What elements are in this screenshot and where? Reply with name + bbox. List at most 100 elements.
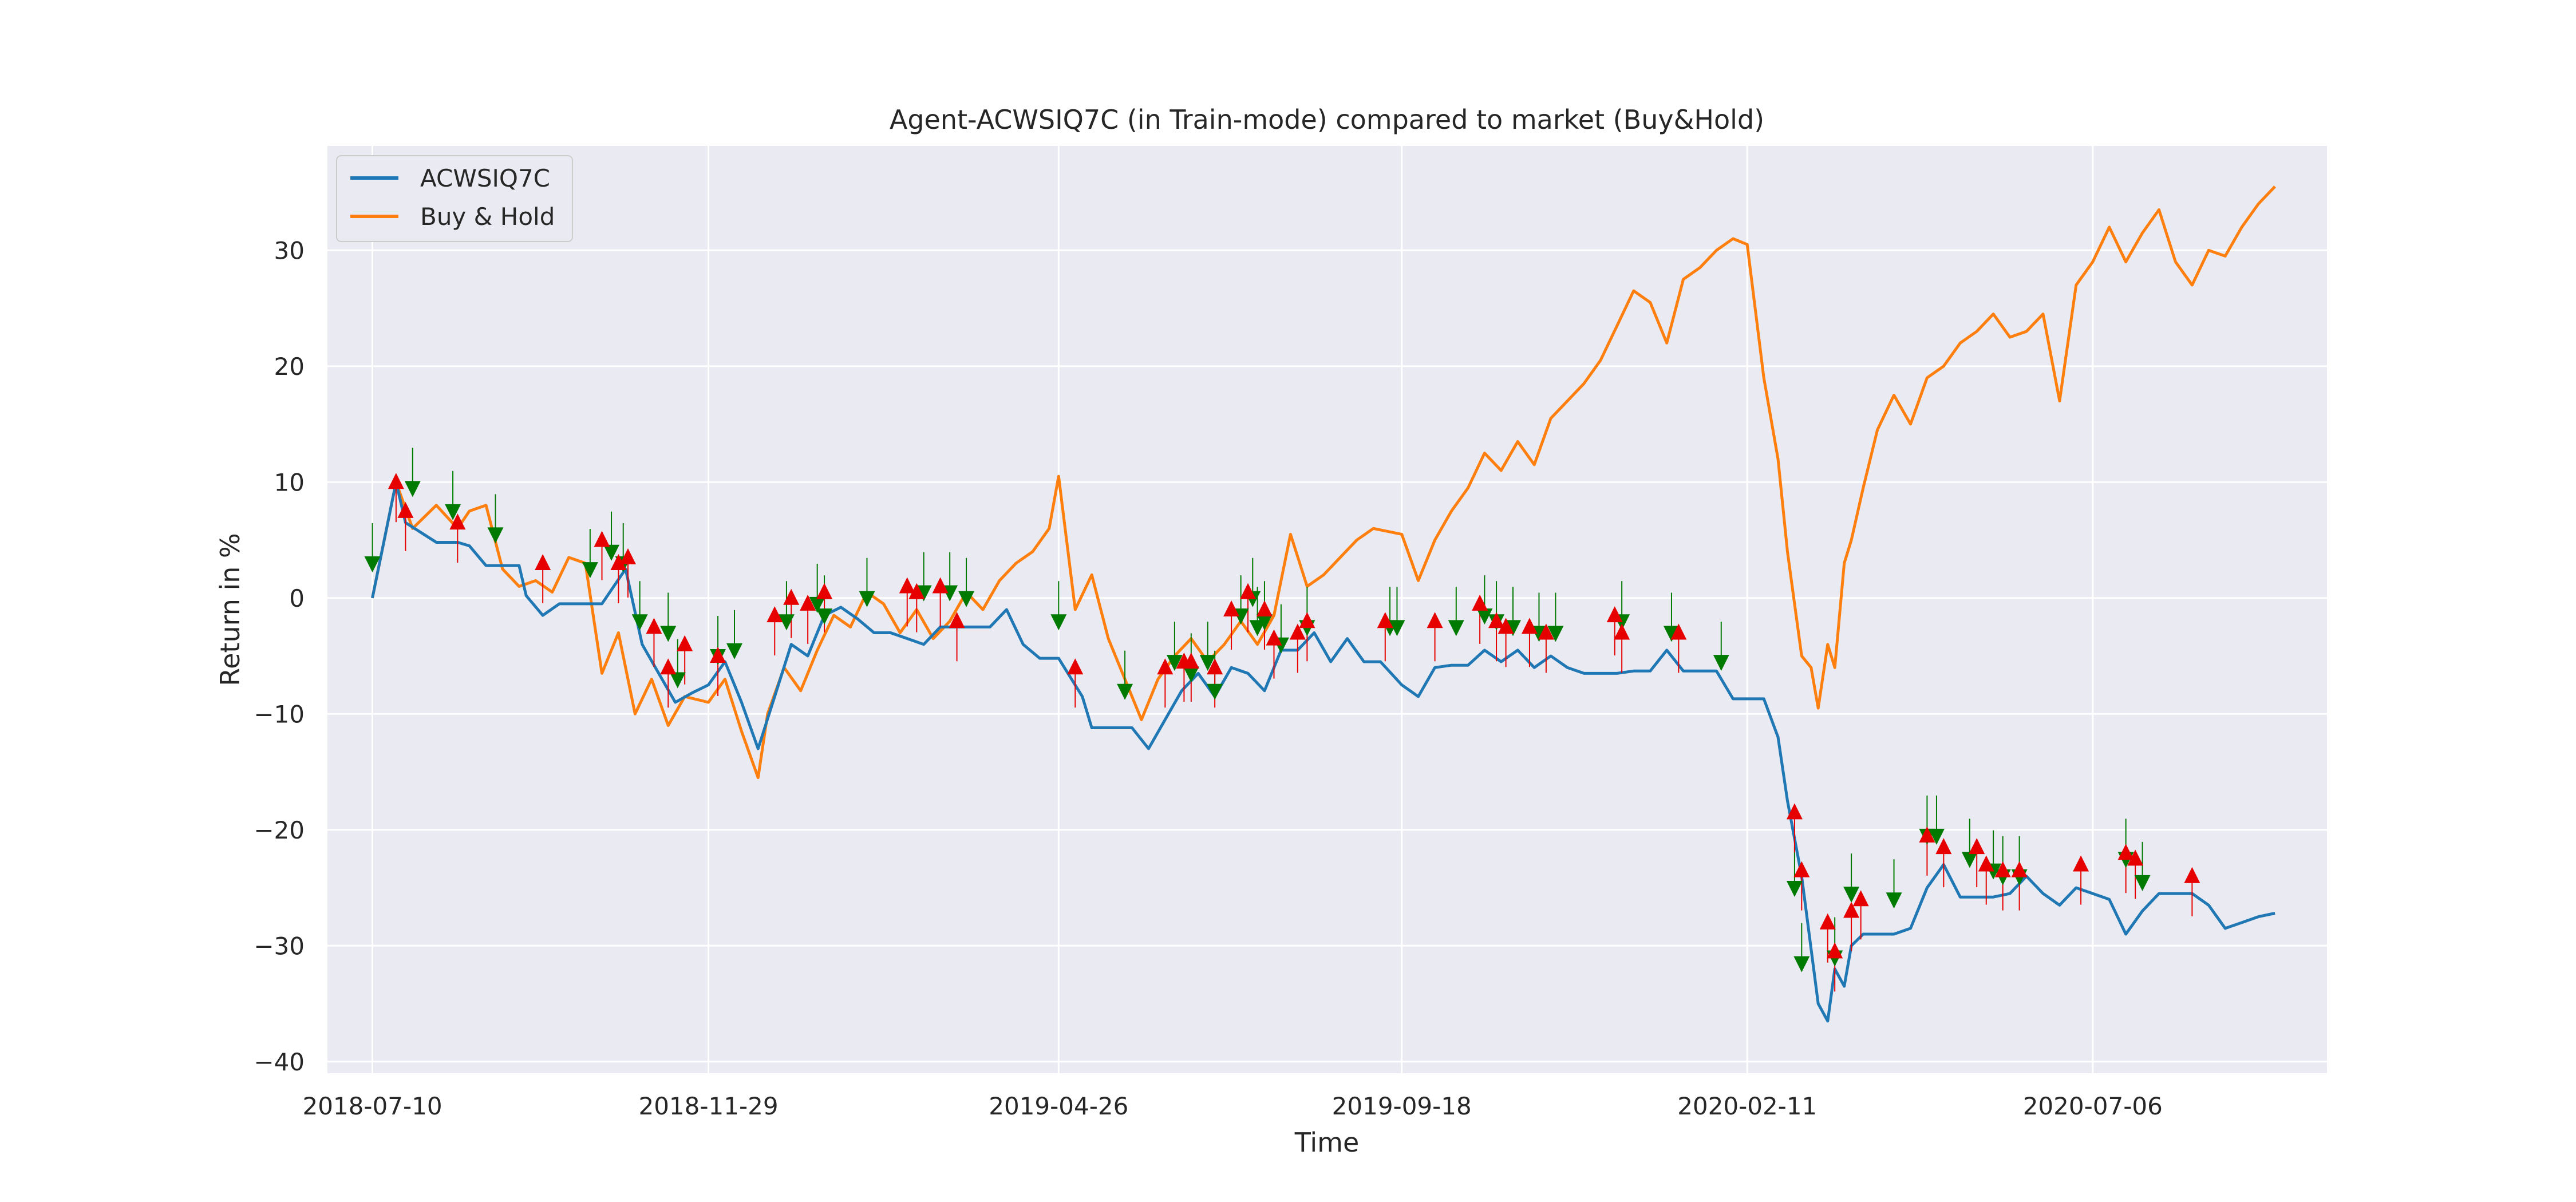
sell-marker: [1207, 683, 1223, 700]
plot-background: [327, 146, 2327, 1073]
buy-marker: [1498, 618, 1514, 634]
sell-marker: [1961, 852, 1978, 868]
buy-marker: [2011, 861, 2028, 877]
buy-marker: [2117, 844, 2134, 860]
sell-marker: [1793, 956, 1810, 972]
sell-marker: [1547, 626, 1564, 642]
buy-marker: [1240, 583, 1257, 599]
buy-marker: [594, 531, 610, 547]
sell-marker: [631, 614, 648, 631]
buy-marker: [1852, 890, 1869, 907]
buy-marker: [1207, 658, 1223, 675]
buy-marker: [1978, 855, 1994, 872]
buy-marker: [535, 554, 551, 570]
sell-marker: [445, 504, 461, 520]
legend-label-agent: ACWSIQ7C: [420, 164, 550, 192]
buy-marker: [1969, 838, 1985, 855]
buy-marker: [388, 473, 404, 489]
y-tick-label: −40: [254, 1048, 305, 1076]
buy-marker: [1843, 902, 1860, 918]
buy-marker: [1067, 658, 1084, 675]
y-axis-label: Return in %: [215, 533, 246, 686]
buy-marker: [610, 554, 627, 570]
buy-marker: [1994, 861, 2011, 877]
buy-marker: [783, 588, 800, 605]
sell-marker: [669, 672, 686, 689]
sell-marker: [1886, 892, 1902, 909]
legend: ACWSIQ7C Buy & Hold: [336, 155, 573, 242]
buy-marker: [1289, 623, 1306, 640]
y-tick-label: −10: [254, 700, 305, 728]
sell-marker: [1199, 655, 1216, 671]
buy-marker: [1827, 942, 1843, 959]
y-tick-label: 10: [274, 468, 305, 496]
buy-marker: [1919, 826, 1935, 843]
buy-marker: [1223, 600, 1240, 616]
sell-marker: [660, 626, 677, 642]
sell-marker: [1843, 887, 1860, 903]
buy-marker: [1819, 913, 1836, 930]
buy-marker: [816, 583, 833, 599]
series-line-agent: [371, 480, 2275, 1023]
y-tick-labels: −40 −30 −20 −10 0 10 20 30: [254, 236, 305, 1076]
y-tick-label: 30: [274, 236, 305, 264]
buy-marker: [1488, 612, 1505, 628]
buy-marker: [646, 618, 662, 634]
y-tick-label: 20: [274, 353, 305, 381]
sell-marker: [1389, 620, 1405, 636]
buy-marker: [1606, 606, 1623, 623]
sell-marker: [487, 527, 504, 544]
buy-marker: [1935, 838, 1952, 855]
buy-marker: [1427, 612, 1443, 628]
buy-marker: [1183, 653, 1199, 669]
buy-marker: [1786, 803, 1803, 820]
buy-marker: [2073, 855, 2089, 872]
x-tick-label: 2018-11-29: [638, 1092, 778, 1120]
y-tick-label: 0: [289, 584, 305, 612]
x-tick-label: 2018-07-10: [302, 1092, 442, 1120]
x-tick-label: 2019-09-18: [1332, 1092, 1472, 1120]
buy-marker: [1377, 612, 1393, 628]
buy-marker: [449, 513, 466, 530]
buy-marker: [2184, 867, 2200, 883]
buy-marker: [1472, 594, 1488, 611]
buy-marker: [677, 635, 693, 651]
sell-marker: [1448, 620, 1464, 636]
sell-marker: [1476, 608, 1493, 625]
buy-marker: [397, 501, 414, 518]
buy-marker: [1157, 658, 1174, 675]
sell-marker: [958, 591, 975, 607]
buy-marker: [899, 577, 915, 594]
sell-marker: [1713, 655, 1729, 671]
sell-marker: [1166, 655, 1183, 671]
buy-marker: [800, 594, 816, 611]
sell-marker: [1928, 828, 1945, 845]
x-tick-label: 2019-04-26: [989, 1092, 1128, 1120]
buy-marker: [1256, 600, 1273, 616]
trade-markers: [364, 473, 2200, 972]
y-tick-label: −30: [254, 932, 305, 960]
buy-marker: [660, 658, 677, 675]
sell-marker: [1183, 666, 1199, 683]
sell-marker: [726, 643, 743, 659]
sell-marker: [582, 562, 598, 579]
series-lines: [371, 185, 2276, 1023]
buy-marker: [908, 583, 925, 599]
buy-marker: [949, 612, 965, 628]
buy-marker: [932, 577, 949, 594]
x-tick-label: 2020-02-11: [1677, 1092, 1817, 1120]
chart-title: Agent-ACWSIQ7C (in Train-mode) compared …: [890, 104, 1764, 135]
buy-marker: [619, 548, 636, 564]
sell-marker: [859, 591, 875, 607]
x-tick-labels: 2018-07-10 2018-11-29 2019-04-26 2019-09-18…: [302, 1092, 2162, 1120]
legend-label-buy-hold: Buy & Hold: [420, 203, 555, 231]
sell-marker: [603, 544, 620, 561]
sell-marker: [816, 608, 833, 625]
buy-marker: [710, 647, 726, 663]
sell-marker: [1050, 614, 1067, 631]
x-axis-label: Time: [1294, 1127, 1360, 1158]
sell-marker: [1256, 614, 1273, 631]
grid: [327, 146, 2327, 1073]
sell-marker: [364, 556, 381, 572]
